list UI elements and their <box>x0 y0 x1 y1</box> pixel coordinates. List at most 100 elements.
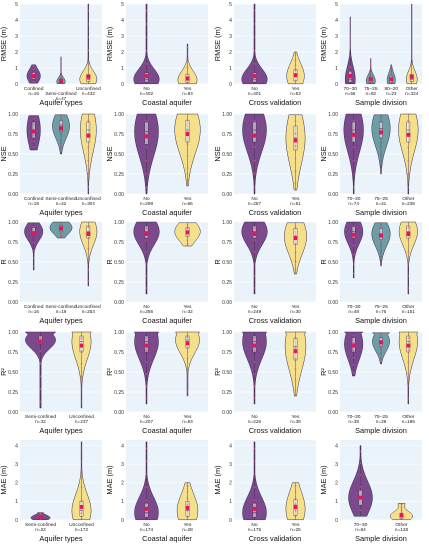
data-point <box>253 263 256 265</box>
data-point <box>253 239 256 241</box>
data-point <box>294 497 297 500</box>
data-point <box>60 117 62 119</box>
x-axis-title: Coastal aquifer <box>142 316 192 325</box>
category-label: No <box>251 196 258 202</box>
y-axis-title: NSE <box>105 146 114 161</box>
sample-count-label: n=402 <box>140 91 154 96</box>
y-tick-label: 0.00 <box>222 410 232 416</box>
sample-count-label: n=16 <box>28 91 39 96</box>
data-point <box>32 71 35 74</box>
data-point <box>352 244 355 247</box>
y-axis-title: NSE <box>319 146 328 161</box>
data-point <box>60 67 62 69</box>
data-point <box>369 59 372 62</box>
data-point <box>294 368 297 371</box>
y-tick-label: 0 <box>335 518 338 524</box>
y-tick-label: 0.75 <box>8 240 18 246</box>
mean-marker <box>144 134 149 139</box>
data-point <box>186 336 189 339</box>
sample-count-label: n=51 <box>290 201 301 206</box>
y-tick-label: 1.00 <box>8 220 18 226</box>
y-axis-title: R² <box>105 368 114 376</box>
y-tick-label: 1 <box>335 499 338 505</box>
data-point <box>186 509 189 512</box>
category-label: Yes <box>292 414 301 420</box>
y-tick-label: 2 <box>15 50 18 56</box>
y-tick-label: 4 <box>335 443 338 449</box>
data-point <box>186 239 189 242</box>
sample-count-label: n=39 <box>290 419 301 424</box>
y-tick-label: 0 <box>335 82 338 88</box>
y-tick-label: 0.50 <box>114 370 124 376</box>
data-point <box>145 460 148 463</box>
data-point <box>253 9 256 12</box>
category-label: No <box>251 304 258 310</box>
category-label: Yes <box>292 304 301 310</box>
mean-marker <box>351 343 356 348</box>
panel-8: 0.00 0.25 0.50 0.75 1.00 NSE Sample division 70… <box>319 112 422 217</box>
x-axis-title: Aquifer types <box>39 98 82 107</box>
y-tick-label: 0.75 <box>222 240 232 246</box>
mean-marker <box>31 74 36 78</box>
category-label: Yes <box>184 86 193 92</box>
data-point <box>32 146 35 149</box>
data-point <box>390 75 393 77</box>
box <box>86 121 91 143</box>
mean-marker <box>358 495 363 500</box>
x-axis-title: Aquifer types <box>39 534 82 543</box>
data-point <box>32 140 35 143</box>
data-point <box>80 460 83 463</box>
category-label: No <box>143 86 150 92</box>
y-tick-label: 3 <box>15 34 18 40</box>
y-tick-label: 0.25 <box>328 172 338 178</box>
data-point <box>253 227 256 229</box>
sample-count-label: n=238 <box>402 201 416 206</box>
data-point <box>359 462 362 465</box>
data-point <box>359 450 362 453</box>
data-point <box>349 43 352 46</box>
data-point <box>145 239 148 241</box>
y-tick-label: 2 <box>121 50 124 56</box>
sample-count-label: n=287 <box>248 201 262 206</box>
y-tick-label: 0.50 <box>8 152 18 158</box>
data-point <box>60 130 62 133</box>
y-tick-label: 0.25 <box>8 390 18 396</box>
mean-marker <box>399 513 404 518</box>
data-point <box>39 400 42 403</box>
sample-count-label: n=253 <box>82 309 96 314</box>
y-tick-label: 2 <box>121 481 124 487</box>
y-axis-title: R <box>105 259 114 264</box>
sample-count-label: n=76 <box>376 309 387 314</box>
x-axis-title: Sample division <box>355 98 407 107</box>
data-point <box>352 146 355 149</box>
sample-count-label: n=25 <box>290 527 301 532</box>
data-point <box>145 159 148 162</box>
category-label: 75–25 <box>374 196 388 202</box>
data-point <box>294 226 297 228</box>
data-point <box>380 158 382 161</box>
category-label: 70–30 <box>347 414 361 420</box>
data-point <box>87 23 90 25</box>
data-point <box>186 357 189 360</box>
data-point <box>369 63 372 66</box>
data-point <box>87 9 90 12</box>
y-tick-label: 0.50 <box>114 260 124 266</box>
data-point <box>390 68 393 71</box>
data-point <box>253 49 256 52</box>
y-tick-label: 0.75 <box>222 350 232 356</box>
category-label: No <box>251 86 258 92</box>
mean-marker <box>389 77 394 82</box>
sample-count-label: n=226 <box>248 419 262 424</box>
data-point <box>87 237 90 239</box>
category-label: No <box>143 522 150 528</box>
data-point <box>145 186 148 189</box>
category-label: Confined <box>24 196 44 202</box>
data-point <box>145 119 148 122</box>
data-point <box>60 58 62 60</box>
x-axis-title: Coastal aquifer <box>142 98 192 107</box>
panel-12: 0.00 0.25 0.50 0.75 1.00 R Sample division 70–3… <box>319 220 422 325</box>
data-point <box>407 186 410 189</box>
y-tick-label: 4 <box>229 443 232 449</box>
y-tick-label: 0.50 <box>328 370 338 376</box>
category-label: No <box>251 414 258 420</box>
